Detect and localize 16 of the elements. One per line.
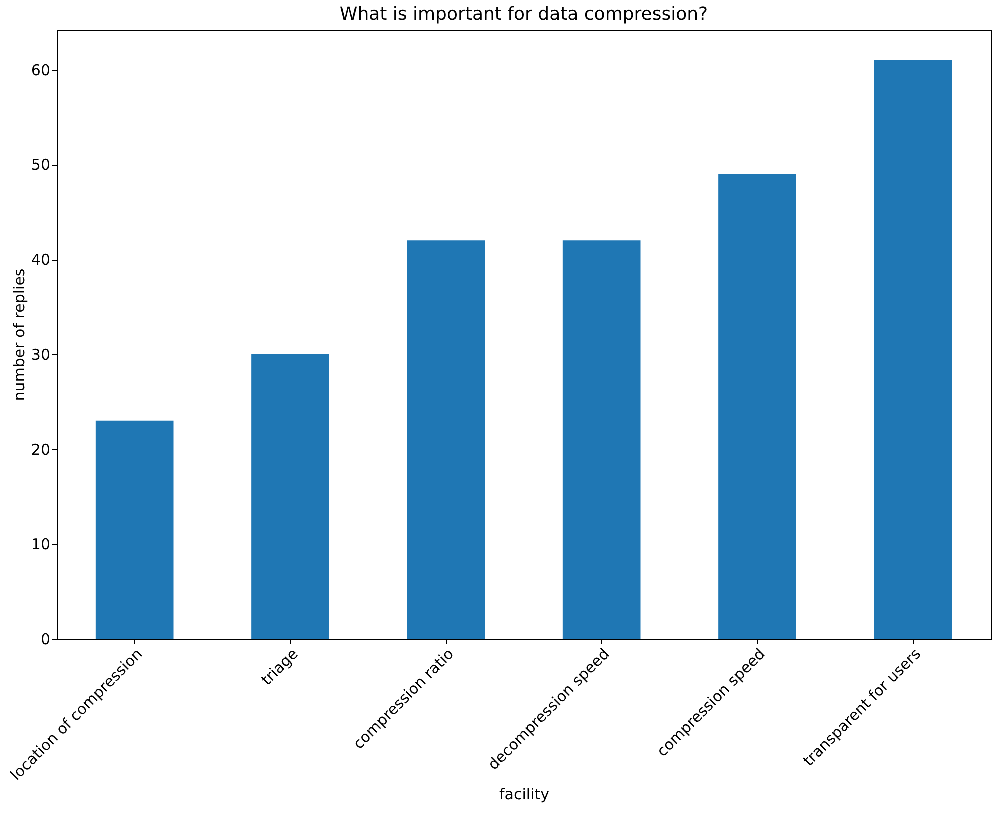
bar: [874, 60, 952, 639]
bar: [252, 354, 330, 639]
y-axis-title: number of replies: [10, 268, 28, 402]
y-tick-label: 40: [31, 251, 50, 270]
y-tick-label: 30: [31, 346, 50, 364]
bar: [562, 240, 641, 639]
y-tick-label: 0: [40, 630, 50, 648]
y-tick-label: 20: [31, 440, 50, 459]
y-tick-label: 60: [31, 61, 50, 80]
y-tick-label: 10: [31, 536, 50, 554]
bar: [407, 240, 486, 639]
x-axis-title: facility: [500, 785, 550, 804]
bar: [718, 174, 796, 639]
y-tick-label: 50: [31, 156, 50, 174]
chart-title: What is important for data compression?: [340, 4, 708, 25]
bar: [96, 420, 174, 639]
